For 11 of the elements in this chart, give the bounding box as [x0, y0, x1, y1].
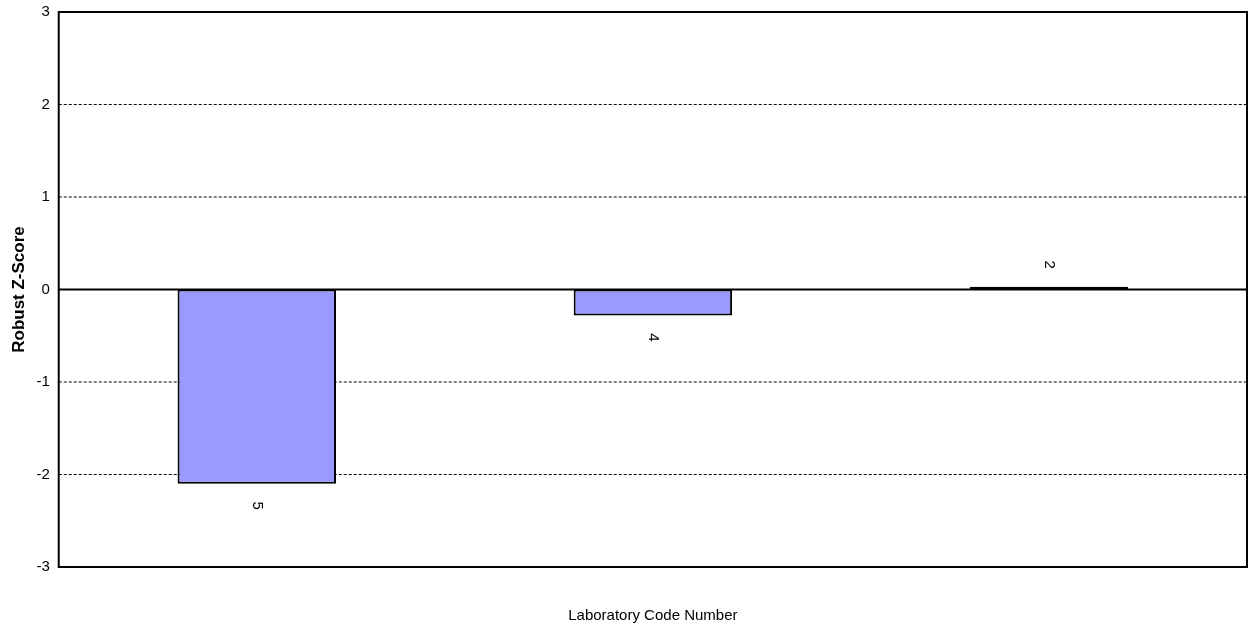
y-tick-label: 3 — [41, 2, 50, 20]
y-axis-title: Robust Z-Score — [8, 226, 28, 353]
x-axis-title: Laboratory Code Number — [568, 606, 738, 624]
y-tick-label: -3 — [36, 557, 50, 575]
y-tick-label: 0 — [41, 279, 50, 297]
y-tick-label: 1 — [41, 187, 50, 205]
y-tick-label: 2 — [41, 94, 50, 112]
x-tick-label: 4 — [645, 333, 663, 342]
x-tick-label: 5 — [249, 501, 267, 510]
y-tick-label: -2 — [36, 464, 50, 482]
y-tick-label: -1 — [36, 372, 50, 390]
